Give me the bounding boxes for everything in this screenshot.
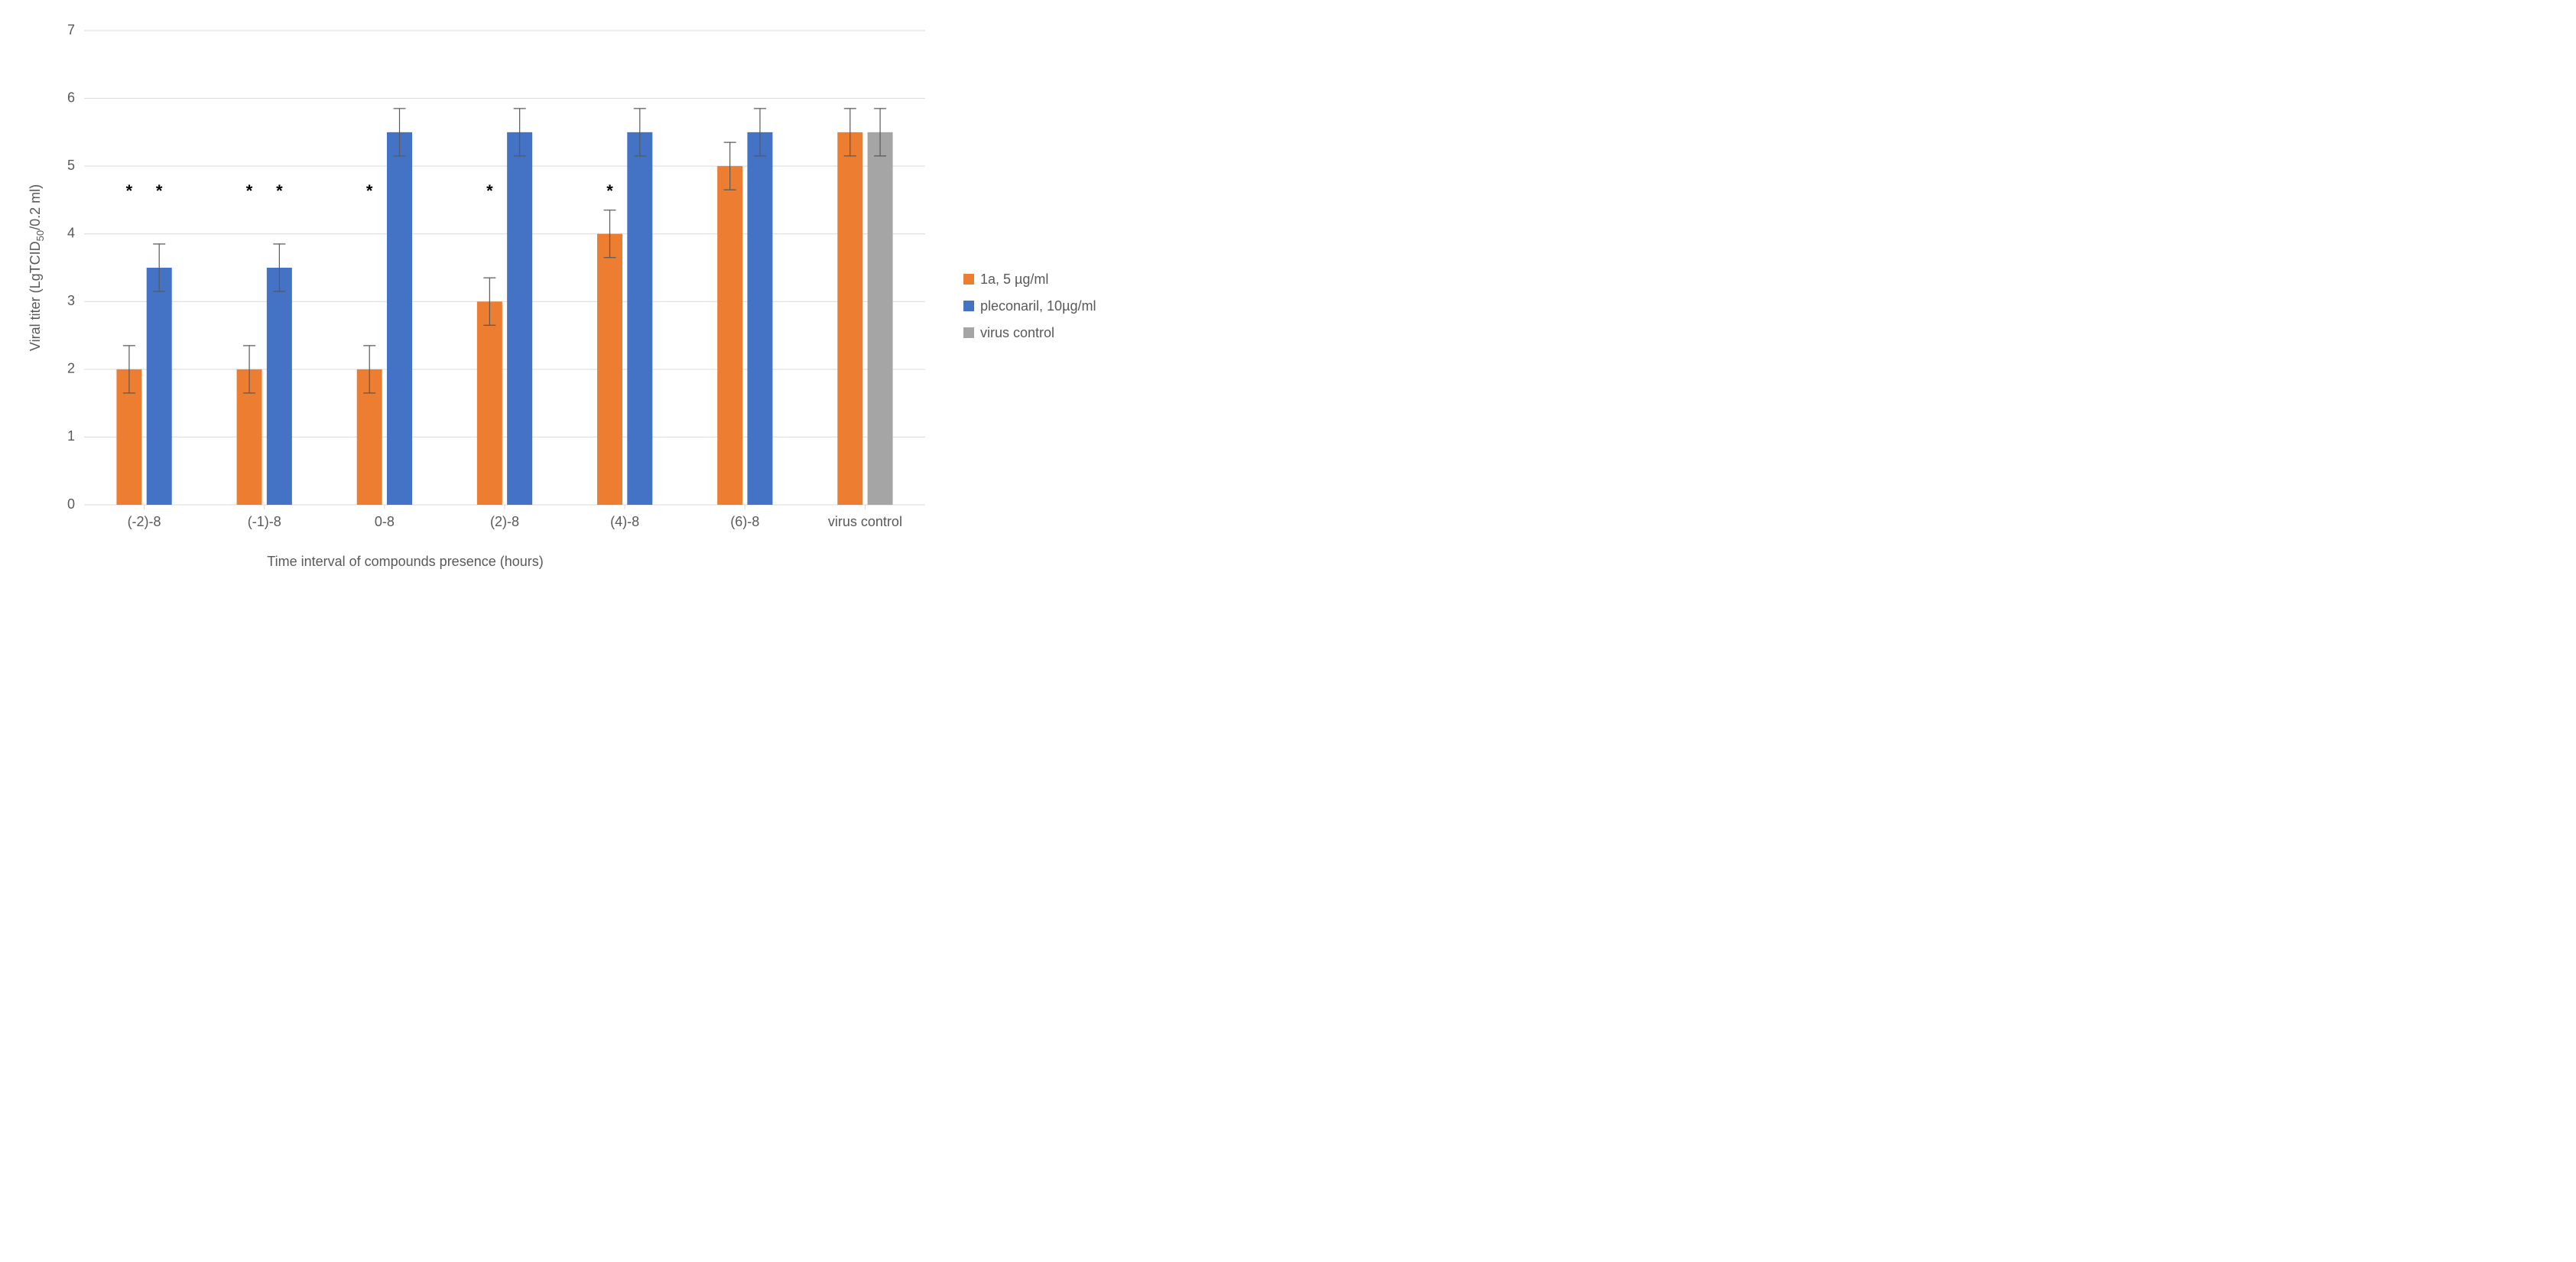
significance-marker: * [246,181,253,200]
bar-s2 [747,132,772,505]
x-tick-label: (6)-8 [730,514,759,529]
legend-item: virus control [963,325,1096,341]
x-tick-label: 0-8 [375,514,395,529]
x-tick-label: (4)-8 [610,514,639,529]
bar-s2 [267,268,292,505]
y-axis-label: Viral titer (LgTCID50/0.2 ml) [28,184,46,351]
x-axis-label: Time interval of compounds presence (hou… [267,554,544,569]
y-tick-label: 5 [67,158,75,173]
y-tick-label: 3 [67,293,75,308]
y-tick-label: 1 [67,428,75,444]
bar-s2 [387,132,412,505]
y-tick-label: 6 [67,89,75,105]
bar-s1 [597,234,622,505]
bar-s2 [507,132,532,505]
bar-s2 [147,268,172,505]
legend-swatch [963,327,974,338]
legend-swatch [963,301,974,311]
chart-container: 0 1 2 3 4 5 6 7 (-2)-8 (-1)-8 0-8 (2)-8 (4)-8 (6)-8 vi… [0,0,2576,612]
x-tick-label: (2)-8 [490,514,519,529]
viral-titer-bar-chart: 0 1 2 3 4 5 6 7 (-2)-8 (-1)-8 0-8 (2)-8 (4)-8 (6)-8 vi… [15,15,933,597]
legend-label: virus control [980,325,1054,341]
y-tick-label: 2 [67,361,75,376]
significance-marker: * [156,181,163,200]
significance-marker: * [276,181,283,200]
bar-s1 [477,301,502,505]
y-tick-label: 0 [67,496,75,512]
legend-item: pleconaril, 10µg/ml [963,298,1096,314]
bar-s1 [717,166,742,505]
legend-label: pleconaril, 10µg/ml [980,298,1096,314]
significance-marker: * [366,181,373,200]
x-tick-label: virus control [828,514,902,529]
bar-s1 [837,132,862,505]
legend-label: 1a, 5 µg/ml [980,272,1048,288]
significance-marker: * [126,181,133,200]
legend-item: 1a, 5 µg/ml [963,272,1096,288]
y-tick-label: 4 [67,225,75,240]
x-tick-label: (-2)-8 [128,514,161,529]
x-tick-label: (-1)-8 [248,514,281,529]
bar-s3 [868,132,893,505]
y-tick-label: 7 [67,22,75,37]
legend-swatch [963,274,974,285]
legend: 1a, 5 µg/ml pleconaril, 10µg/ml virus cont… [963,261,1096,352]
significance-marker: * [486,181,493,200]
significance-marker: * [606,181,613,200]
bar-s2 [627,132,652,505]
